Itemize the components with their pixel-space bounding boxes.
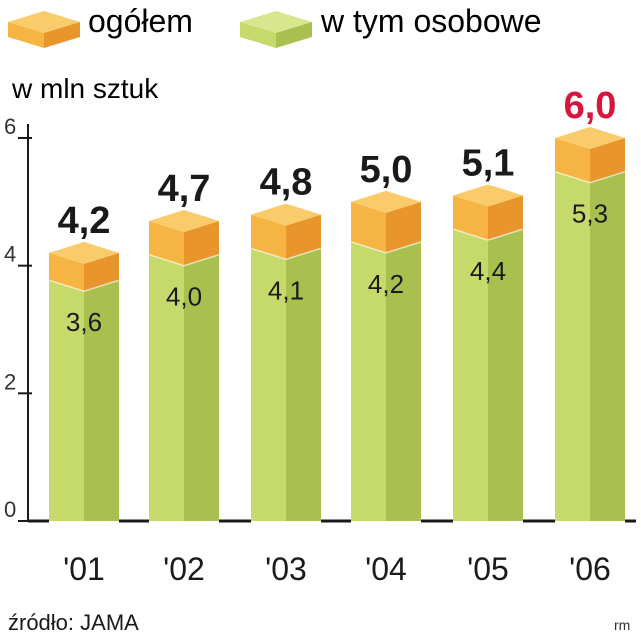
- y-axis: 0 2 4 6: [4, 114, 32, 522]
- bar-passenger-front: [49, 280, 84, 521]
- unit-label: w mln sztuk: [11, 73, 159, 104]
- bar-separator: [148, 253, 220, 267]
- passenger-value-label: 3,6: [66, 307, 102, 337]
- x-tick-label: '02: [163, 551, 205, 587]
- bar-group: 3,6 4,2: [48, 200, 120, 521]
- bar-passenger-front: [251, 248, 286, 522]
- total-value-label: 4,2: [58, 200, 111, 242]
- bar-separator: [48, 279, 120, 292]
- x-tick-label: '05: [467, 551, 509, 587]
- bar-total-side: [184, 220, 219, 266]
- total-value-label: 4,8: [260, 162, 313, 204]
- credit-label: rm: [614, 617, 630, 633]
- total-value-label: 5,1: [462, 142, 515, 184]
- bar-group: 4,4 5,1: [452, 142, 524, 521]
- x-tick-label: '01: [63, 551, 105, 587]
- y-tick-label: 6: [4, 114, 16, 139]
- bar-total-front: [49, 252, 84, 292]
- bar-passenger-front: [149, 254, 184, 521]
- bar-passenger-side: [84, 280, 119, 521]
- x-axis: '01 '02 '03 '04 '05 '06: [63, 551, 611, 587]
- bar-group: 4,2 5,0: [350, 149, 422, 521]
- x-tick-label: '04: [365, 551, 407, 587]
- y-tick-label: 0: [4, 497, 16, 522]
- bar-total-front: [351, 201, 386, 253]
- bar-passenger-side: [590, 171, 625, 521]
- bar-passenger-side: [386, 241, 421, 521]
- bar-total-top: [555, 127, 625, 149]
- bar-total-side: [386, 201, 421, 253]
- bar-passenger-front: [555, 171, 590, 521]
- bar-total-side: [590, 138, 625, 183]
- bar-total-front: [555, 138, 590, 183]
- bar-total-top: [49, 241, 119, 264]
- legend: ogółem w tym osobowe: [8, 3, 542, 48]
- bar-passenger-front: [453, 229, 488, 521]
- bar-group: 5,3 6,0: [554, 85, 626, 521]
- total-value-label: 5,0: [360, 149, 413, 191]
- bar-total-front: [453, 195, 488, 241]
- bar-total-top: [351, 190, 421, 213]
- y-tick-label: 4: [4, 242, 16, 267]
- bar-total-side: [488, 195, 523, 241]
- passenger-value-label: 4,2: [368, 269, 404, 299]
- passenger-value-label: 4,4: [470, 256, 506, 286]
- bar-total-top: [453, 184, 523, 207]
- bar-total-top: [149, 209, 219, 232]
- passenger-value-label: 4,1: [268, 275, 304, 305]
- passenger-value-label: 5,3: [572, 199, 608, 229]
- y-tick-label: 2: [4, 369, 16, 394]
- bars: 3,6 4,2 4,0 4,7 4,1 4,8 4,2 5,0 4,4 5,1 5,3 6,0: [48, 85, 626, 522]
- bar-total-side: [84, 252, 119, 292]
- bar-passenger-front: [351, 241, 386, 521]
- bar-separator: [250, 247, 322, 261]
- bar-separator: [554, 170, 626, 184]
- bar-passenger-side: [488, 229, 523, 521]
- bar-total-top: [251, 203, 321, 226]
- bar-separator: [350, 241, 422, 254]
- legend-label-total: ogółem: [88, 3, 193, 39]
- bar-group: 4,1 4,8: [250, 162, 322, 522]
- passenger-value-label: 4,0: [166, 282, 202, 312]
- legend-label-passenger: w tym osobowe: [320, 3, 542, 39]
- bar-group: 4,0 4,7: [148, 168, 220, 521]
- source-label: źródło: JAMA: [8, 610, 139, 635]
- total-value-label: 6,0: [564, 85, 617, 127]
- bar-total-front: [149, 220, 184, 266]
- x-tick-label: '03: [265, 551, 307, 587]
- x-tick-label: '06: [569, 551, 611, 587]
- legend-swatch-passenger: [240, 11, 312, 48]
- bar-separator: [452, 228, 524, 241]
- legend-swatch-total: [8, 11, 80, 48]
- bar-passenger-side: [184, 254, 219, 521]
- bar-total-front: [251, 214, 286, 260]
- total-value-label: 4,7: [158, 168, 211, 210]
- bar-passenger-side: [286, 248, 321, 522]
- bar-total-side: [286, 214, 321, 260]
